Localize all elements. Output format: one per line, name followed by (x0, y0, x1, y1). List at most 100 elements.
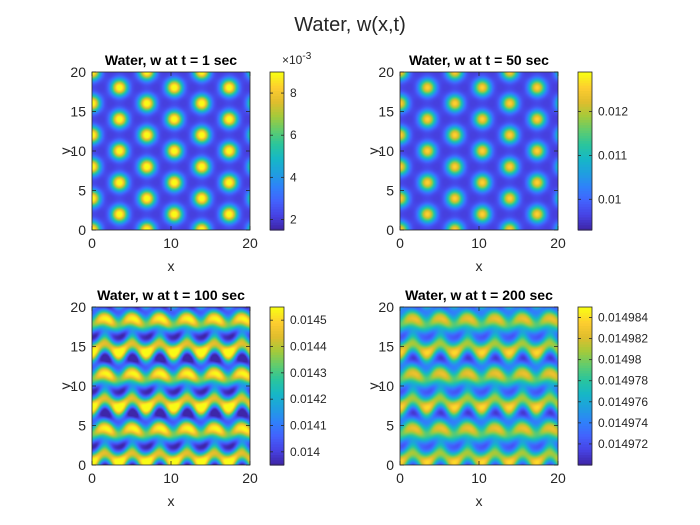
colorbar-tick-label: 0.014978 (598, 374, 648, 388)
colorbar-segment (270, 129, 284, 134)
y-tick-label: 0 (386, 222, 394, 238)
y-tick-label: 5 (78, 183, 86, 199)
colorbar-segment (578, 98, 592, 102)
colorbar-segment (578, 74, 592, 78)
colorbar-segment (270, 351, 284, 355)
y-tick-label: 0 (78, 222, 86, 238)
colorbar-segment (578, 359, 592, 363)
y-axis-label: y (57, 148, 73, 155)
colorbar-segment (270, 462, 284, 466)
colorbar-segment (270, 137, 284, 142)
colorbar-segment (270, 227, 284, 231)
y-tick-label: 15 (70, 104, 86, 120)
y-tick-label: 10 (70, 378, 86, 394)
colorbar-segment (578, 195, 592, 199)
y-tick-label: 10 (378, 378, 394, 394)
colorbar-segment (270, 93, 284, 97)
colorbar-segment (578, 409, 592, 413)
colorbar-segment (270, 203, 284, 207)
colorbar-tick-label: 0.014984 (598, 311, 648, 325)
colorbar-segment (578, 190, 592, 194)
colorbar-segment (270, 457, 284, 461)
colorbar-segment (270, 370, 284, 374)
colorbar-segment (578, 137, 592, 142)
colorbar-segment (270, 153, 284, 157)
colorbar-segment (578, 145, 592, 149)
colorbar-segment (578, 77, 592, 81)
colorbar-segment (578, 425, 592, 429)
colorbar-segment (270, 124, 284, 128)
subplot-1: Water, w at t = 1 sec 0 10 20 0 5 10 15 20 x y 2 4 6 8… (57, 51, 312, 274)
colorbar-segment (578, 153, 592, 157)
colorbar-segment (578, 140, 592, 144)
subplot-title: Water, w at t = 200 sec (405, 287, 553, 303)
colorbar-segment (578, 438, 592, 442)
colorbar-segment (270, 428, 284, 432)
x-tick-label: 10 (471, 235, 487, 251)
x-tick-label: 0 (88, 235, 96, 251)
colorbar-segment (270, 195, 284, 199)
colorbar-segment (270, 451, 284, 456)
colorbar-frame (577, 306, 593, 466)
colorbar-segment (578, 114, 592, 118)
colorbar-segment (270, 446, 284, 450)
colorbar-tick-label: 0.014974 (598, 416, 648, 430)
colorbar-segment (270, 404, 284, 408)
colorbar-segment (578, 132, 592, 136)
colorbar-segment (270, 393, 284, 398)
y-axis-label: y (57, 383, 73, 390)
colorbar-tick-label: 0.0142 (290, 392, 327, 406)
y-tick-label: 20 (70, 64, 86, 80)
colorbar-tick-label: 8 (290, 86, 297, 100)
colorbar-segment (578, 201, 592, 205)
colorbar-segment (578, 386, 592, 390)
colorbar-segment (270, 98, 284, 102)
colorbar-segment (578, 129, 592, 134)
colorbar-segment (578, 335, 592, 340)
colorbar-segment (270, 214, 284, 218)
colorbar-tick-label: 0.011 (598, 148, 627, 162)
colorbar-segment (270, 433, 284, 437)
y-tick-label: 5 (78, 418, 86, 434)
colorbar-segment (578, 169, 592, 173)
colorbar-segment (578, 172, 592, 176)
colorbar-segment (578, 307, 592, 311)
colorbar-segment (270, 193, 284, 197)
colorbar-segment (270, 409, 284, 413)
y-tick-label: 0 (78, 457, 86, 473)
colorbar-segment (270, 322, 284, 327)
colorbar-segment (578, 187, 592, 192)
colorbar-segment (578, 372, 592, 377)
colorbar-segment (578, 367, 592, 371)
colorbar-segment (270, 179, 284, 184)
colorbar-segment (270, 151, 284, 155)
colorbar-segment (578, 95, 592, 99)
colorbar-tick-label: 0.014982 (598, 332, 648, 346)
colorbar-segment (270, 396, 284, 400)
colorbar-tick-label: 0.014 (290, 445, 320, 459)
colorbar-segment (270, 106, 284, 110)
colorbar-segment (270, 307, 284, 311)
heatmap-image (400, 307, 558, 465)
colorbar-segment (578, 457, 592, 461)
colorbar-segment (578, 82, 592, 86)
colorbar-segment (270, 407, 284, 411)
colorbar-segment (578, 388, 592, 392)
colorbar-segment (270, 156, 284, 160)
colorbar-segment (578, 428, 592, 432)
colorbar-segment (578, 103, 592, 107)
x-axis-label: x (168, 493, 175, 509)
colorbar-segment (578, 182, 592, 186)
colorbar-segment (270, 114, 284, 118)
colorbar-segment (270, 325, 284, 329)
colorbar-segment (270, 100, 284, 105)
colorbar-segment (270, 198, 284, 202)
colorbar-segment (270, 383, 284, 387)
colorbar-segment (578, 108, 592, 113)
subplot-2: Water, w at t = 50 sec 0 10 20 0 5 10 15 20 x y 0.0… (365, 52, 628, 274)
subplot-3: Water, w at t = 100 sec 0 10 20 0 5 10 15 20 x y 0.… (57, 287, 327, 509)
colorbar-segment (270, 161, 284, 165)
colorbar-segment (270, 185, 284, 189)
colorbar-tick-label: 0.012 (598, 105, 628, 119)
colorbar-segment (270, 414, 284, 419)
